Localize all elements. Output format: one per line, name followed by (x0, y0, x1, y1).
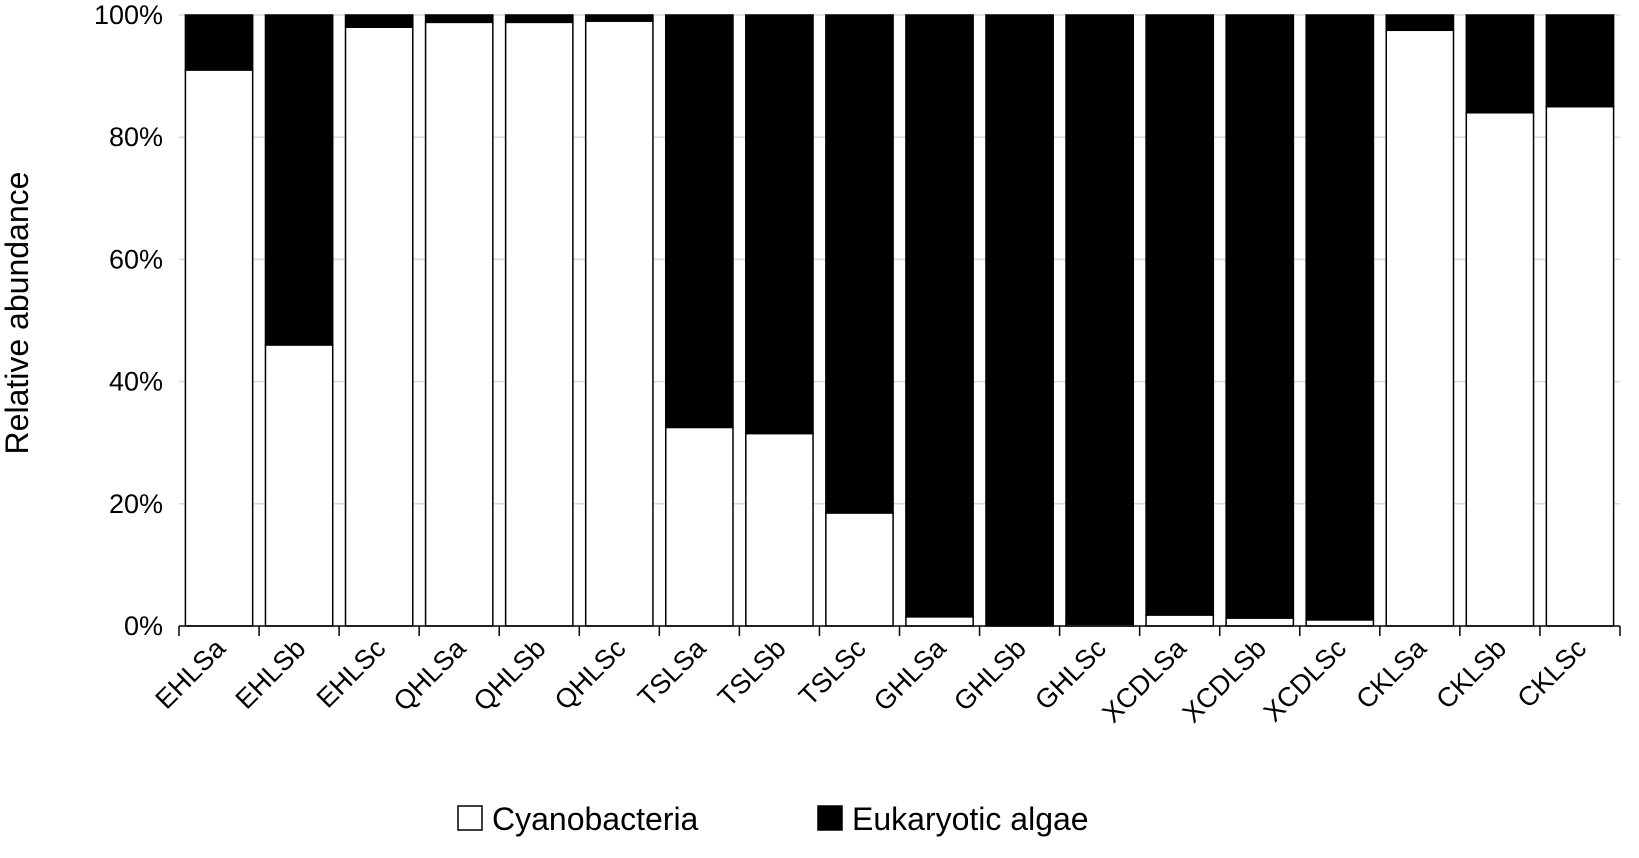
bar-segment (1465, 14, 1535, 114)
bars (184, 14, 1615, 627)
x-category-label: CKLSc (1512, 633, 1593, 714)
bar-segment (1545, 14, 1615, 108)
bar-segment (985, 14, 1054, 627)
x-category-label: TSLSa (632, 632, 712, 712)
bar-segment (745, 432, 814, 627)
bar-segment (264, 14, 334, 346)
x-category-label: EHLSc (311, 633, 392, 714)
bar-segment (1385, 29, 1455, 627)
bar-segment (424, 14, 494, 24)
bar-segment (1145, 14, 1215, 616)
x-category-label: EHLSb (230, 633, 312, 715)
bar-segment (1065, 14, 1135, 625)
x-tick-marks (178, 626, 1621, 636)
bar-segment (664, 426, 734, 627)
y-tick-label: 40% (109, 367, 163, 397)
legend: Cyanobacteria Eukaryotic algae (457, 801, 1089, 837)
bar-segment (664, 14, 734, 429)
bar-segment (264, 344, 334, 627)
bar-segment (1385, 14, 1455, 32)
x-category-label: TSLSb (712, 633, 792, 713)
bar-segment (1225, 14, 1295, 619)
bar-segment (184, 69, 254, 627)
y-axis-title: Relative abundance (0, 172, 35, 455)
bar-segment (905, 14, 974, 618)
x-category-label: EHLSa (150, 632, 232, 714)
x-category-label: TSLSc (793, 633, 872, 712)
bar-segment (825, 14, 894, 514)
bar-segment (344, 14, 414, 28)
legend-label: Eukaryotic algae (852, 801, 1089, 837)
x-category-label: GHLSa (868, 632, 953, 717)
x-category-label: GHLSb (948, 633, 1032, 717)
legend-swatch (817, 805, 843, 831)
bar-segment (504, 21, 574, 627)
bar-segment (584, 14, 654, 22)
x-category-label: QHLSc (549, 633, 632, 716)
y-tick-label: 0% (124, 611, 163, 641)
x-category-label: QHLSb (468, 633, 552, 717)
y-tick-label: 60% (109, 244, 163, 274)
bar-segment (584, 20, 654, 627)
x-category-label: CKLSa (1350, 632, 1432, 714)
x-category-label: XCDLSb (1177, 633, 1272, 728)
y-tick-labels: 0% 20% 40% 60% 80% 100% (94, 0, 163, 641)
x-category-label: XCDLSc (1258, 633, 1352, 727)
bar-segment (1305, 14, 1375, 621)
bar-segment (1145, 614, 1215, 627)
legend-label: Cyanobacteria (492, 801, 699, 837)
bar-segment (424, 21, 494, 627)
gridlines (179, 14, 1620, 505)
bar-segment (1545, 105, 1615, 627)
bar-segment (825, 512, 894, 627)
bar-segment (745, 14, 814, 435)
y-tick-label: 100% (94, 0, 163, 30)
x-category-label: QHLSa (388, 632, 473, 717)
bar-segment (1305, 619, 1375, 627)
bar-segment (1225, 617, 1295, 627)
y-tick-label: 20% (109, 489, 163, 519)
bar-segment (184, 14, 254, 71)
bar-segment (344, 26, 414, 627)
bar-segment (905, 616, 974, 627)
bar-segment (1465, 112, 1535, 627)
bar-segment (504, 14, 574, 24)
legend-swatch (457, 805, 483, 831)
x-category-label: CKLSb (1430, 633, 1512, 715)
y-tick-label: 80% (109, 122, 163, 152)
x-category-label: XCDLSa (1096, 632, 1192, 728)
